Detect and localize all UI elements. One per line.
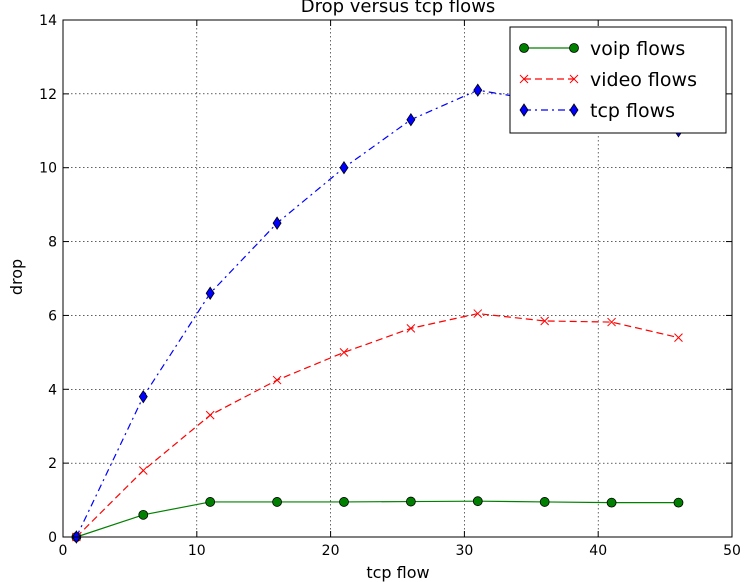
legend-box [509,26,727,134]
data-point [540,316,550,326]
series-line [76,500,679,538]
data-point [406,324,416,333]
x-tick-label: 50 [723,543,741,559]
series-layer [71,83,684,544]
data-point [205,497,216,507]
data-point [607,317,616,327]
chart-title: Drop versus tcp flows [301,0,496,17]
data-point [406,112,416,127]
data-point [473,309,483,318]
data-point [569,103,579,117]
data-point [673,497,684,508]
legend: voip flows video flows tcp flows [509,26,727,134]
y-tick-label: 6 [48,308,57,324]
y-tick-label: 14 [39,13,57,29]
data-point [569,74,579,84]
data-point [272,497,282,507]
x-tick-label: 10 [188,543,206,559]
data-point [138,389,148,404]
data-point [519,74,529,84]
ticks: 0 10 20 30 40 50 0 2 4 6 8 10 12 14 [39,13,741,559]
series-video-flows [72,309,683,542]
legend-label: voip flows [590,38,685,60]
x-tick-label: 40 [589,543,607,559]
x-tick-label: 0 [59,543,68,559]
legend-label: video flows [590,69,697,91]
data-point [519,43,529,53]
data-point [339,348,349,357]
data-point [606,497,617,508]
plot-frame [62,19,733,538]
data-point [138,466,148,475]
y-axis-label: drop [7,259,26,295]
series-voip-flows [71,496,684,542]
data-point [569,43,579,53]
x-axis-label: tcp flow [366,563,429,582]
data-point [205,410,215,420]
y-tick-label: 12 [39,87,57,103]
data-point [205,286,215,300]
legend-entry: video flows [519,69,697,91]
series-line [75,312,679,538]
data-point [272,216,282,230]
data-point [539,497,550,507]
data-point [405,496,416,507]
data-point [138,509,149,520]
y-tick-label: 0 [48,530,57,546]
data-point [674,333,683,342]
data-point [339,160,349,175]
y-tick-label: 10 [39,161,57,177]
data-point [473,83,483,97]
series-line [75,89,679,538]
y-tick-label: 8 [48,235,57,251]
data-point [339,497,349,507]
legend-label: tcp flows [590,100,675,122]
data-point [272,375,282,385]
legend-entry: voip flows [519,38,685,60]
series-tcp-flows [71,83,683,544]
data-point [472,496,483,507]
y-tick-label: 2 [48,456,57,472]
data-point [519,103,529,117]
x-tick-label: 20 [322,543,340,559]
y-tick-label: 4 [48,382,57,398]
legend-entry: tcp flows [519,100,675,122]
x-tick-label: 30 [455,543,473,559]
